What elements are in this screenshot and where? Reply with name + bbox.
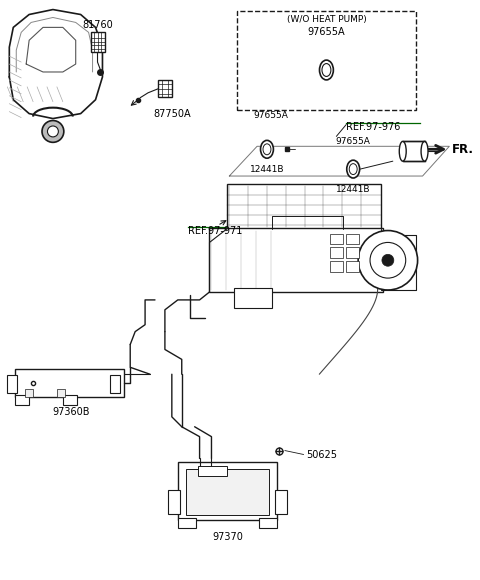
Text: 81760: 81760 <box>82 20 113 30</box>
Bar <box>198 466 228 476</box>
Text: 87750A: 87750A <box>153 108 191 119</box>
Ellipse shape <box>322 64 331 77</box>
Bar <box>275 490 287 514</box>
Bar <box>228 184 381 229</box>
Text: 97655A: 97655A <box>308 27 345 37</box>
Circle shape <box>370 242 406 278</box>
Bar <box>209 227 383 292</box>
Bar <box>7 375 17 393</box>
Bar <box>330 248 343 258</box>
Text: REF.97-971: REF.97-971 <box>188 226 242 235</box>
Bar <box>57 389 65 397</box>
Bar <box>346 248 359 258</box>
Bar <box>237 10 416 110</box>
Ellipse shape <box>421 142 428 161</box>
Text: 97655A: 97655A <box>336 137 371 146</box>
Circle shape <box>48 126 59 137</box>
Text: 50625: 50625 <box>307 450 337 459</box>
Bar <box>91 32 106 52</box>
Text: 97370: 97370 <box>212 532 243 542</box>
Bar <box>15 369 124 397</box>
Text: (W/O HEAT PUMP): (W/O HEAT PUMP) <box>287 14 366 24</box>
Circle shape <box>358 230 418 290</box>
Text: 97655A: 97655A <box>253 111 288 119</box>
Bar <box>178 462 277 520</box>
Ellipse shape <box>347 160 360 178</box>
Ellipse shape <box>399 142 406 161</box>
Bar <box>110 375 120 393</box>
Bar <box>15 395 29 405</box>
Circle shape <box>382 254 394 266</box>
Ellipse shape <box>261 140 274 158</box>
Bar <box>178 518 196 528</box>
Bar <box>25 389 33 397</box>
Bar <box>158 80 172 97</box>
Ellipse shape <box>263 144 271 155</box>
Bar <box>168 490 180 514</box>
Bar <box>63 395 77 405</box>
Text: 12441B: 12441B <box>336 185 371 194</box>
Bar <box>330 234 343 244</box>
Text: 97360B: 97360B <box>52 407 89 417</box>
Text: FR.: FR. <box>452 143 474 156</box>
Bar <box>330 261 343 272</box>
Bar <box>403 142 424 161</box>
Bar <box>259 518 277 528</box>
Bar <box>186 469 269 515</box>
Text: REF.97-976: REF.97-976 <box>346 122 401 132</box>
Ellipse shape <box>320 60 334 80</box>
Bar <box>346 234 359 244</box>
Bar <box>234 288 272 308</box>
Text: 12441B: 12441B <box>250 165 284 174</box>
Ellipse shape <box>349 164 357 175</box>
Circle shape <box>42 121 64 142</box>
Bar <box>346 261 359 272</box>
